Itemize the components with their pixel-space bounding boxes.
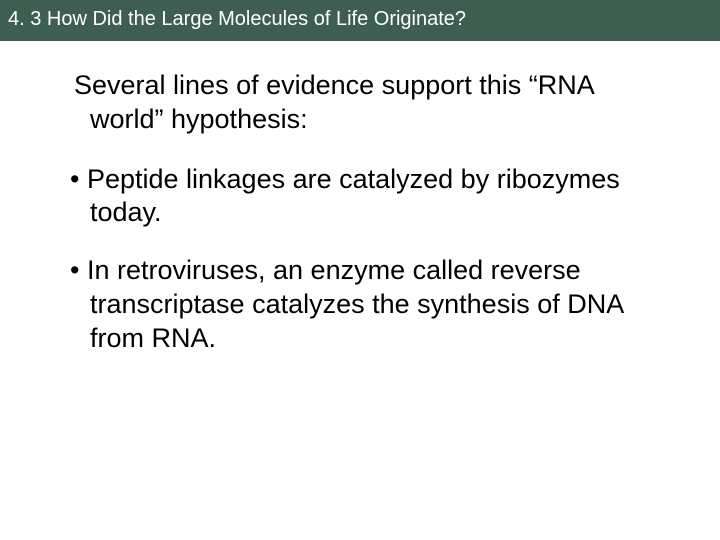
bullet-item: • Peptide linkages are catalyzed by ribo… — [70, 163, 670, 231]
section-number: 4. 3 — [8, 8, 41, 30]
intro-paragraph: Several lines of evidence support this “… — [86, 69, 670, 137]
section-header-text: 4. 3 How Did the Large Molecules of Life… — [8, 8, 466, 30]
section-title: How Did the Large Molecules of Life Orig… — [47, 8, 466, 30]
slide-container: 4. 3 How Did the Large Molecules of Life… — [0, 0, 720, 540]
bullet-item: • In retroviruses, an enzyme called reve… — [70, 254, 670, 355]
slide-body: Several lines of evidence support this “… — [0, 41, 720, 355]
section-header-bar: 4. 3 How Did the Large Molecules of Life… — [0, 0, 720, 41]
